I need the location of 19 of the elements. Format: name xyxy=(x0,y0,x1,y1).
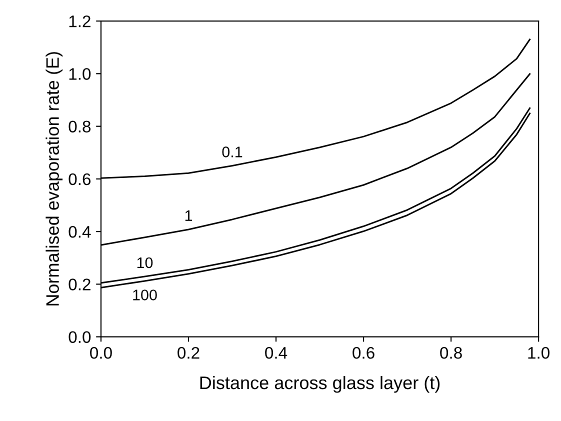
series-label: 1 xyxy=(185,210,192,221)
x-tick-label: 0.8 xyxy=(440,346,462,359)
x-axis-title: Distance across glass layer (t) xyxy=(200,376,440,393)
y-tick-label: 1.0 xyxy=(69,68,91,80)
y-tick-label: 0.4 xyxy=(68,226,91,238)
x-tick-label: 0.0 xyxy=(90,346,112,359)
y-axis-title: Normalised evaporation rate (E) xyxy=(46,52,63,306)
series-label: 0.1 xyxy=(222,146,242,158)
y-tick-label: 1.2 xyxy=(69,15,90,28)
y-tick-label: 0.2 xyxy=(68,278,90,290)
y-tick-label: 0.0 xyxy=(68,331,91,344)
x-tick-label: 0.4 xyxy=(265,346,288,359)
x-tick-label: 1.0 xyxy=(528,346,550,359)
y-tick-label: 0.8 xyxy=(68,120,91,133)
series-label: 10 xyxy=(137,257,153,268)
series-label: 100 xyxy=(133,290,157,300)
x-tick-label: 0.6 xyxy=(352,346,374,359)
y-tick-label: 0.6 xyxy=(68,173,91,186)
x-tick-label: 0.2 xyxy=(178,346,200,359)
